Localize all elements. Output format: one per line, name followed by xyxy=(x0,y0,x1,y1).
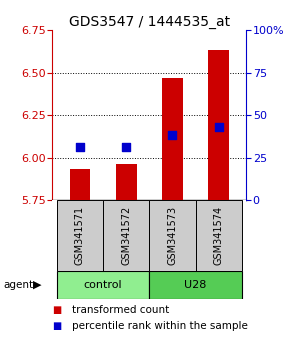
Text: ■: ■ xyxy=(52,321,61,331)
Bar xyxy=(57,200,103,271)
Point xyxy=(78,144,82,150)
Point xyxy=(170,133,175,138)
Text: GSM341574: GSM341574 xyxy=(214,206,224,265)
Bar xyxy=(70,170,90,200)
Bar xyxy=(149,200,196,271)
Text: GSM341572: GSM341572 xyxy=(121,206,131,265)
Point xyxy=(216,124,221,130)
Bar xyxy=(103,200,149,271)
Bar xyxy=(57,271,149,299)
Text: U28: U28 xyxy=(184,280,207,290)
Text: ■: ■ xyxy=(52,305,61,315)
Text: transformed count: transformed count xyxy=(72,305,170,315)
Bar xyxy=(116,164,137,200)
Text: GSM341571: GSM341571 xyxy=(75,206,85,265)
Text: percentile rank within the sample: percentile rank within the sample xyxy=(72,321,248,331)
Bar xyxy=(162,78,183,200)
Text: ▶: ▶ xyxy=(33,280,42,290)
Bar xyxy=(208,51,229,200)
Bar xyxy=(149,271,242,299)
Point xyxy=(124,144,128,150)
Title: GDS3547 / 1444535_at: GDS3547 / 1444535_at xyxy=(69,15,230,29)
Bar xyxy=(196,200,242,271)
Text: control: control xyxy=(84,280,122,290)
Text: agent: agent xyxy=(3,280,33,290)
Text: GSM341573: GSM341573 xyxy=(168,206,177,265)
